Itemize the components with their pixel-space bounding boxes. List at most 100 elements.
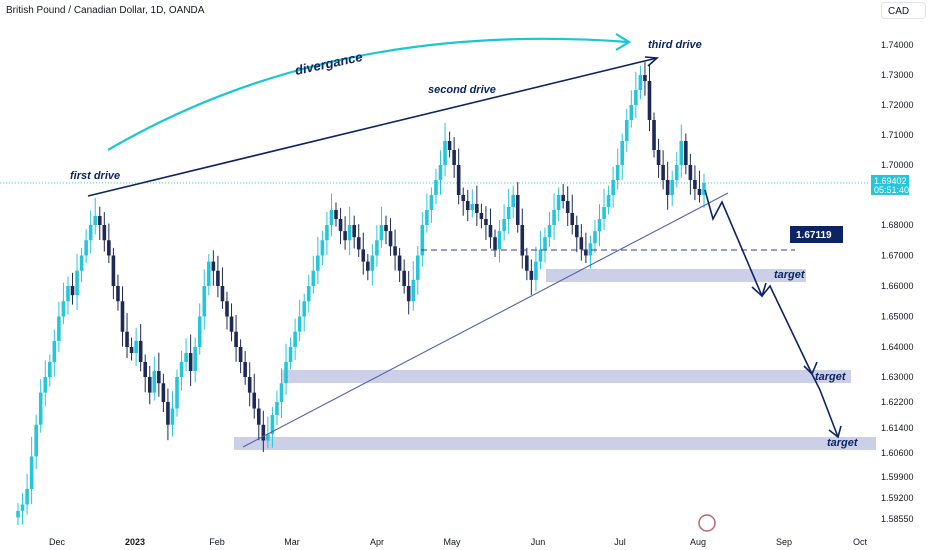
candle-body [593,231,597,244]
candle-body [638,75,643,90]
candle-body [48,362,52,377]
candle-body [370,255,375,271]
candle-body [475,204,479,213]
candle-body [597,219,602,232]
second-drive-label: second drive [428,84,496,96]
candle-body [334,210,338,219]
candle-body [343,231,347,241]
candle-body [584,249,588,256]
x-tick-label: May [443,537,461,547]
candle-body [79,255,84,271]
candle-body [656,150,661,165]
candle-body [43,377,48,393]
candle-body [279,383,284,402]
x-tick-label: Sep [776,537,792,547]
candle-body [647,81,652,120]
candle-body [261,424,266,441]
candle-body [670,180,674,195]
candle-body [493,237,497,250]
candle-body [202,286,207,317]
y-tick-label: 1.62200 [881,397,914,407]
candle-body [556,195,561,210]
candle-body [561,195,565,201]
y-tick-label: 1.67000 [881,251,914,261]
divergence-curve [107,37,629,151]
candle-body [470,204,475,210]
candle-body [129,347,134,353]
currency-button[interactable]: CAD [881,2,926,19]
target-zone-2 [281,370,851,383]
candle-body [356,237,361,250]
candle-body [302,301,307,317]
projection-arrowhead-1 [751,282,767,298]
candle-body [125,331,129,347]
candle-body [388,231,393,247]
candle-body [693,180,697,189]
candle-body [447,141,452,150]
candle-body [406,286,411,302]
candle-body [325,225,329,241]
annotations: 1.67119 first drive second drive third driv… [70,33,859,532]
candle-body [288,347,293,362]
candle-body [506,207,511,219]
candle-body [520,225,525,256]
target-zone-3 [234,437,876,450]
candle-body [602,207,606,219]
level-badge [790,226,843,243]
candle-body [234,331,238,347]
candle-body [393,246,397,256]
target-label-2: target [815,371,847,383]
candle-body [29,456,34,489]
divergence-arrowhead [615,33,632,51]
candle-body [97,216,102,225]
y-tick-label: 1.59200 [881,493,914,503]
candle-body [229,316,234,332]
candle-body [320,240,325,256]
watermark-logo [698,514,716,532]
candle-body [502,219,506,232]
candle-body [170,408,175,425]
last-price-label: 1.69402 [874,176,907,186]
candle-body [634,90,638,105]
candle-body [306,286,311,302]
candle-body [543,237,547,250]
candle-body [329,210,334,225]
candle-body [511,195,515,207]
candle-body [515,195,520,225]
candle-body [574,225,579,238]
level-label: 1.67119 [796,230,832,241]
candle-body [434,180,438,195]
candle-body [588,243,593,256]
candle-body [397,255,402,271]
candle-body [252,392,257,409]
candle-body [152,371,157,393]
candle-body [38,392,43,425]
candle-body [134,340,138,353]
candle-body [624,120,629,141]
candle-body [579,237,584,250]
drive-line [87,57,658,197]
y-tick-label: 1.71000 [881,130,914,140]
first-drive-label: first drive [70,170,120,182]
x-tick-label: Jun [531,537,546,547]
candle-body [497,231,502,250]
candle-body [352,225,356,238]
candle-body [479,213,484,219]
candle-body [415,255,420,280]
candle-body [611,180,615,195]
candle-body [16,510,20,518]
y-tick-label: 1.64000 [881,342,914,352]
candle-body [57,316,61,341]
candle-body [84,240,88,256]
candle-body [429,195,434,210]
candle-body [629,105,634,120]
candle-body [570,213,575,225]
candle-body [525,255,529,271]
candle-body [34,424,38,457]
y-tick-label: 1.60600 [881,448,914,458]
candle-body [120,301,125,332]
candle-body [643,75,647,81]
third-drive-label: third drive [648,39,702,51]
y-tick-label: 1.73000 [881,70,914,80]
